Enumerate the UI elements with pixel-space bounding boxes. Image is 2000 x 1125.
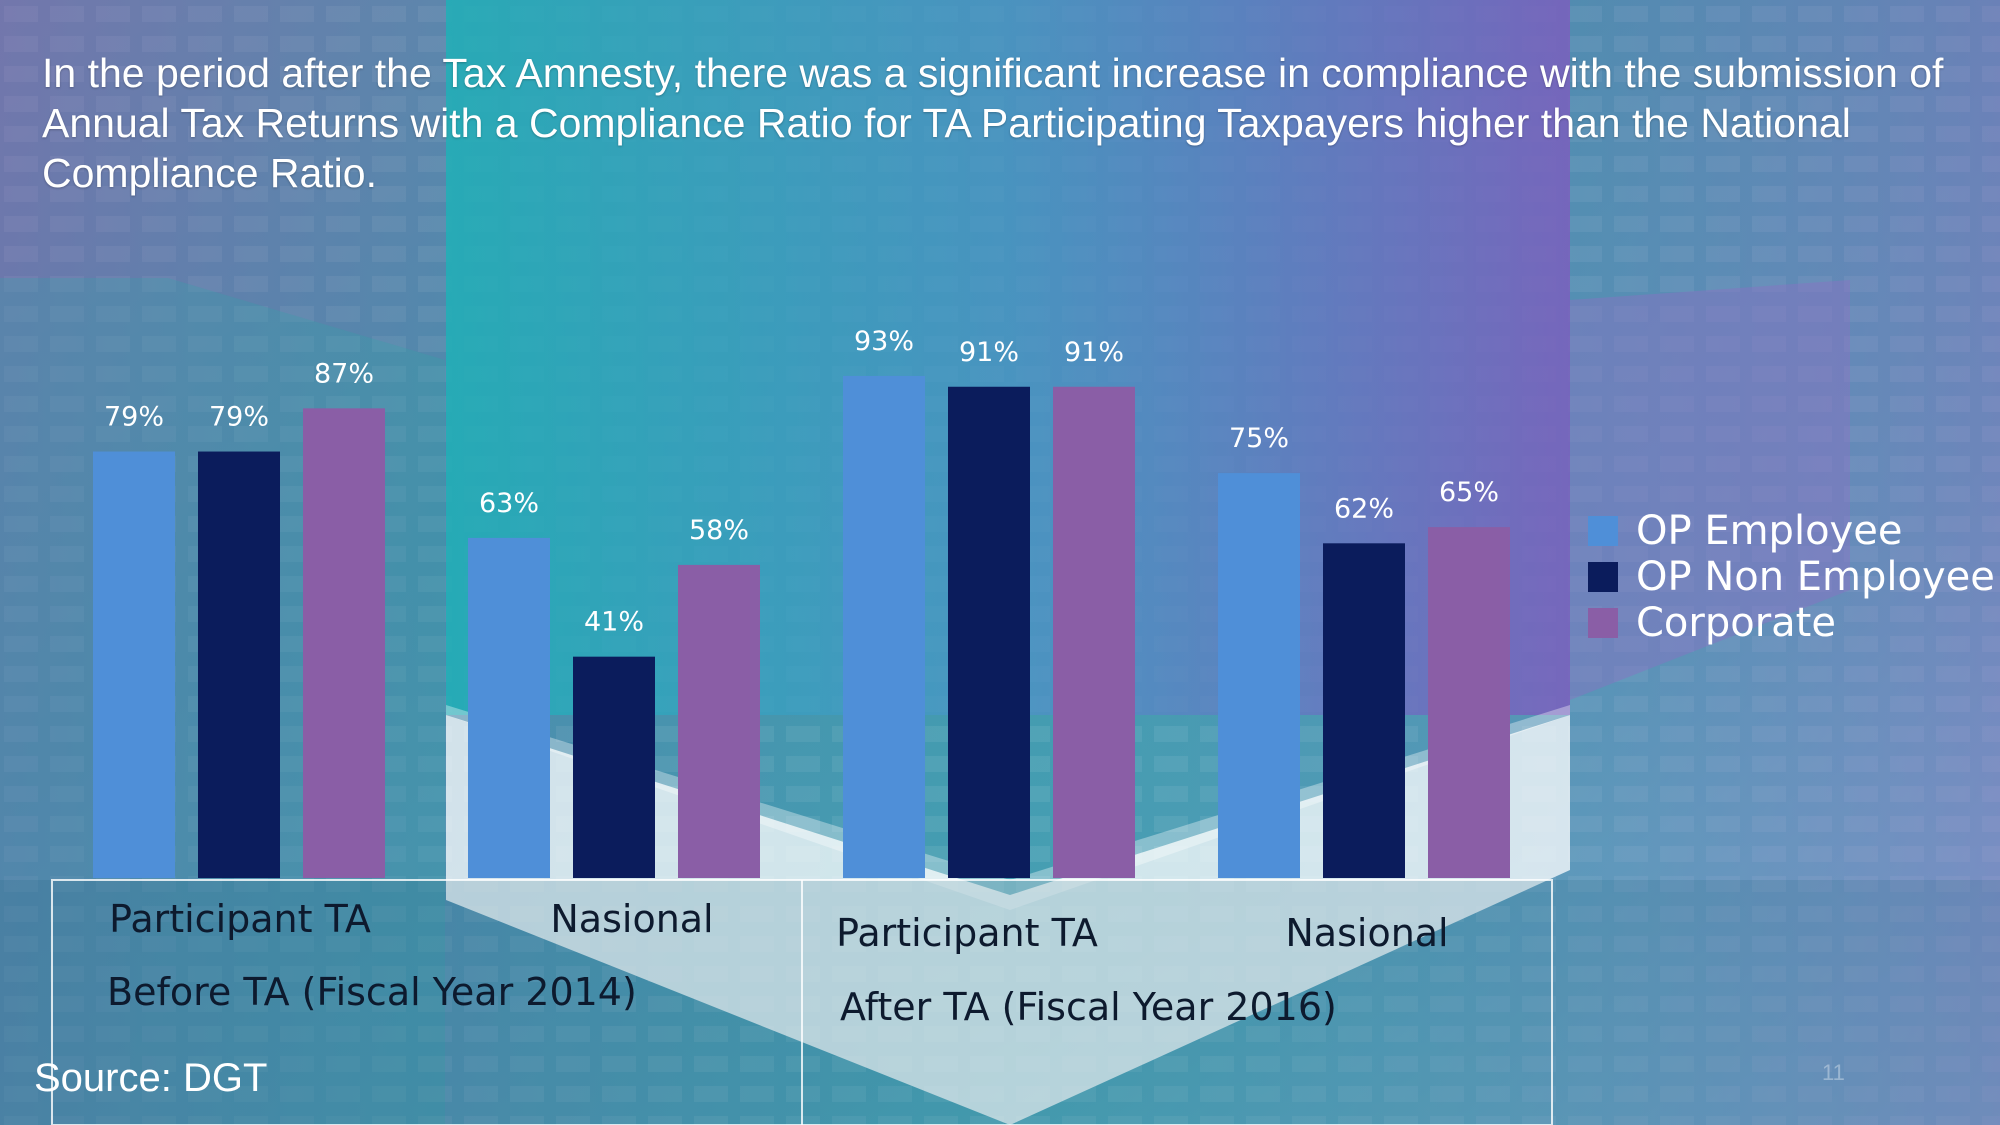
data-label: 41% <box>584 607 644 638</box>
bar-op-employee-1 <box>468 537 550 878</box>
page-number: 11 <box>1822 1060 1845 1085</box>
data-label: 93% <box>854 326 914 357</box>
legend-label: Corporate <box>1636 600 1836 646</box>
data-label: 63% <box>479 488 539 519</box>
group-label: After TA (Fiscal Year 2016) <box>840 985 1337 1029</box>
bar-op-employee-2 <box>843 375 925 878</box>
legend-label: OP Non Employee <box>1636 554 1995 600</box>
category-label: Participant TA <box>109 897 371 941</box>
legend-swatch-op-employee <box>1588 516 1618 546</box>
bar-op-employee-3 <box>1218 473 1300 878</box>
legend-item-op-non-employee: OP Non Employee <box>1588 554 1995 600</box>
data-label: 91% <box>1064 337 1124 368</box>
category-label: Participant TA <box>836 911 1098 955</box>
group-label: Before TA (Fiscal Year 2014) <box>107 970 637 1014</box>
data-label: 62% <box>1334 493 1394 524</box>
source-note: Source: DGT <box>34 1056 268 1100</box>
data-label: 79% <box>209 402 269 433</box>
legend-label: OP Employee <box>1636 508 1903 554</box>
bar-corporate-1 <box>678 564 760 878</box>
legend-swatch-op-non-employee <box>1588 562 1618 592</box>
data-label: 91% <box>959 337 1019 368</box>
legend-swatch-corporate <box>1588 608 1618 638</box>
legend-item-corporate: Corporate <box>1588 600 1995 646</box>
bar-op-non-employee-2 <box>948 386 1030 878</box>
bar-corporate-0 <box>303 408 385 878</box>
headline-text: In the period after the Tax Amnesty, the… <box>42 50 1944 196</box>
category-labels-layer: Participant TA Nasional Participant TA Nasi… <box>107 897 1449 1029</box>
data-label: 75% <box>1229 423 1289 454</box>
category-label: Nasional <box>550 897 713 941</box>
legend-item-op-employee: OP Employee <box>1588 508 1995 554</box>
bar-op-non-employee-0 <box>198 451 280 878</box>
data-label: 65% <box>1439 477 1499 508</box>
data-labels-layer: 79% 63% 93% 75% 79% 41% 91% 62% 87% 58% 91% 65% <box>104 326 1499 638</box>
bar-op-non-employee-3 <box>1323 543 1405 878</box>
data-label: 87% <box>314 358 374 389</box>
data-label: 58% <box>689 515 749 546</box>
bar-op-non-employee-1 <box>573 656 655 878</box>
bar-corporate-3 <box>1428 527 1510 878</box>
legend: OP Employee OP Non Employee Corporate <box>1588 508 1995 646</box>
bars-layer <box>93 375 1510 878</box>
bar-corporate-2 <box>1053 386 1135 878</box>
category-label: Nasional <box>1285 911 1448 955</box>
bar-op-employee-0 <box>93 451 175 878</box>
data-label: 79% <box>104 402 164 433</box>
